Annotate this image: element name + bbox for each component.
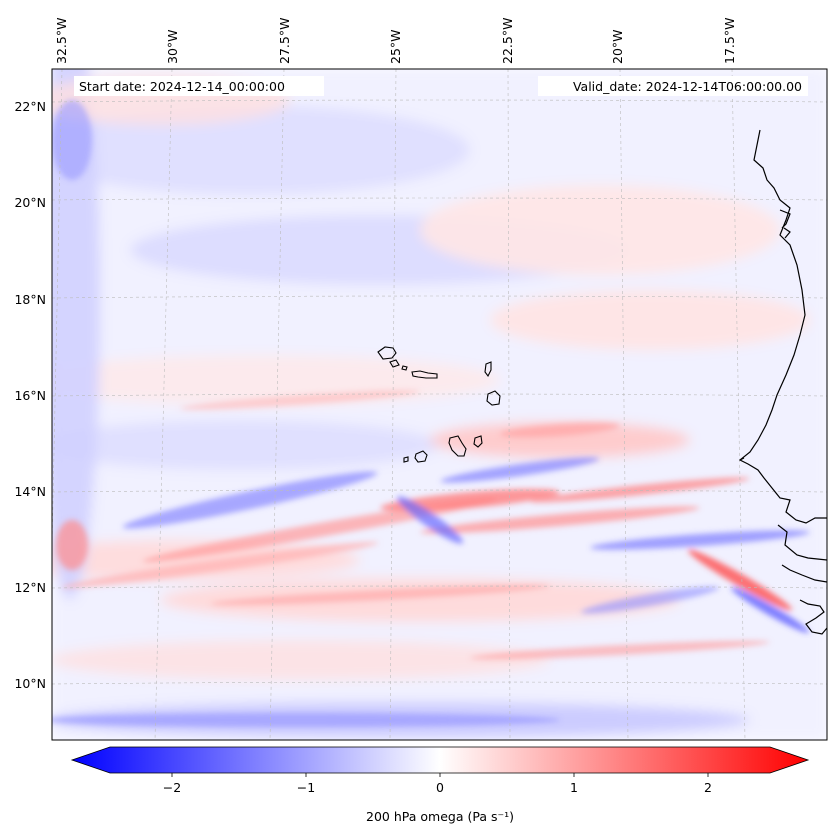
omega-field: [52, 69, 827, 740]
lat-label-18n: 18°N: [14, 292, 46, 307]
lat-label-16n: 16°N: [14, 388, 46, 403]
colorbar-label: 200 hPa omega (Pa s⁻¹): [366, 809, 514, 824]
valid-date-text: Valid_date: 2024-12-14T06:00:00.00: [573, 79, 802, 94]
colorbar-ticks: [171, 773, 709, 777]
cape-verde-islands: [377, 346, 501, 463]
island-fogo: [414, 450, 428, 463]
map-panel: Start date: 2024-12-14_00:00:00 Valid_da…: [51, 68, 828, 741]
island-brava: [403, 456, 409, 463]
africa-coastline: [738, 129, 827, 524]
island-sao-nicolau: [411, 370, 438, 379]
lon-label-30w: 30°W: [165, 29, 180, 64]
colorbar: −2 −1 0 1 2 200 hPa omega (Pa s⁻¹): [70, 746, 810, 824]
lat-label-20n: 20°N: [14, 195, 46, 210]
lat-label-12n: 12°N: [14, 580, 46, 595]
lon-label-25w: 25°W: [388, 29, 403, 64]
longitude-labels: 32.5°W 30°W 27.5°W 25°W 22.5°W 20°W 17.5…: [54, 18, 737, 64]
lon-label-17-5w: 17.5°W: [722, 18, 737, 64]
colorbar-bar: [70, 746, 810, 774]
gridlines: [52, 69, 827, 740]
lon-label-32-5w: 32.5°W: [54, 18, 69, 64]
lat-label-10n: 10°N: [14, 676, 46, 691]
latitude-labels: 22°N 20°N 18°N 16°N 14°N 12°N 10°N: [14, 99, 46, 691]
colorbar-tick-1: 1: [570, 780, 578, 795]
omega-broad-features: [52, 69, 827, 740]
lon-label-22-5w: 22.5°W: [500, 18, 515, 64]
island-sal: [484, 361, 492, 378]
island-sao-vicente: [389, 359, 400, 368]
lat-label-14n: 14°N: [14, 484, 46, 499]
start-date-annotation: Start date: 2024-12-14_00:00:00: [74, 76, 324, 96]
colorbar-tick-2: 2: [704, 780, 712, 795]
valid-date-annotation: Valid_date: 2024-12-14T06:00:00.00: [538, 76, 808, 96]
start-date-text: Start date: 2024-12-14_00:00:00: [79, 79, 285, 94]
lon-label-20w: 20°W: [610, 29, 625, 64]
island-maio: [473, 435, 483, 448]
colorbar-tick-minus2: −2: [163, 780, 181, 795]
coastlines: [738, 129, 827, 635]
lon-label-27-5w: 27.5°W: [277, 18, 292, 64]
colorbar-tick-0: 0: [436, 780, 444, 795]
island-santa-luzia: [401, 365, 408, 371]
island-boa-vista: [486, 390, 501, 406]
island-santiago: [448, 435, 467, 457]
map-frame: [51, 68, 828, 741]
lat-label-22n: 22°N: [14, 99, 46, 114]
island-santo-antao: [377, 346, 397, 360]
colorbar-tick-minus1: −1: [297, 780, 315, 795]
omega-streaks: [52, 100, 810, 727]
